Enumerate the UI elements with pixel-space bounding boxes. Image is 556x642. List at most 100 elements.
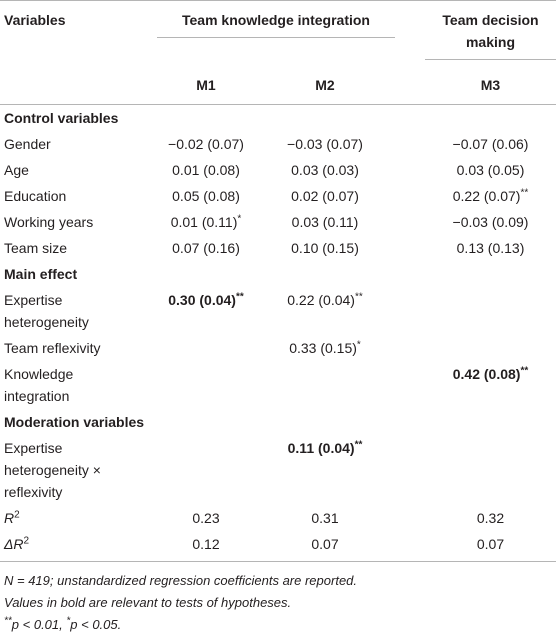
value-cell: 0.07 [425,531,556,562]
row-label-text: Working years [4,214,94,230]
model-header: M3 [425,68,556,105]
cell-value: 0.07 [311,536,339,552]
table-row: ΔR2 0.12 0.07 0.07 [0,531,556,562]
value-cell: 0.22 (0.07)** [425,183,556,209]
row-label-text: Education [4,188,67,204]
value-cell: 0.07 (0.16) [157,235,255,261]
value-cell: 0.30 (0.04)** [157,287,255,335]
cell-value: 0.31 [311,510,339,526]
note-segment: p < 0.05. [70,617,122,632]
section-label: Control variables [4,110,119,126]
table-row: Expertise heterogeneity × reflexivity 0.1… [0,435,556,505]
cell-value: −0.07 (0.06) [452,136,529,152]
table-row: Team reflexivity 0.33 (0.15)* [0,335,556,361]
row-label-text: Gender [4,136,51,152]
cell-value: 0.23 [192,510,220,526]
row-label-superscript: 2 [14,509,20,521]
model-header: M2 [255,68,395,105]
row-label: Team size [0,235,157,261]
cell-value: 0.02 (0.07) [291,188,359,204]
value-cell [157,435,255,505]
row-label: ΔR2 [0,531,157,562]
row-label-text: Expertise heterogeneity × reflexivity [4,440,101,500]
row-label: Expertise heterogeneity × reflexivity [0,435,157,505]
row-label: Gender [0,131,157,157]
value-cell: −0.07 (0.06) [425,131,556,157]
table-row: Education 0.05 (0.08) 0.02 (0.07) 0.22 (0.0… [0,183,556,209]
value-cell: −0.02 (0.07) [157,131,255,157]
cell-value: 0.03 (0.05) [456,162,525,178]
significance-stars: ** [354,291,363,303]
value-cell [157,335,255,361]
cell-value: 0.12 [192,536,220,552]
table-row: Control variables [0,105,556,132]
value-cell [157,361,255,409]
table-row: Age 0.01 (0.08) 0.03 (0.03) 0.03 (0.05) [0,157,556,183]
significance-stars: ** [520,365,529,377]
cell-value: −0.03 (0.09) [452,214,529,230]
value-cell: −0.03 (0.07) [255,131,395,157]
section-label: Moderation variables [4,414,145,430]
cell-value: 0.03 (0.03) [291,162,359,178]
row-label-symbol: R [4,510,15,526]
value-cell: 0.01 (0.08) [157,157,255,183]
value-cell: 0.03 (0.05) [425,157,556,183]
note-line: Values in bold are relevant to tests of … [4,595,292,610]
row-label-text: Team reflexivity [4,340,101,356]
value-cell: 0.32 [425,505,556,531]
header-group: Team decision making [425,0,556,68]
value-cell: 0.23 [157,505,255,531]
cell-value: 0.22 (0.04) [287,292,355,308]
table-row: R2 0.23 0.31 0.32 [0,505,556,531]
value-cell: 0.03 (0.03) [255,157,395,183]
row-label-text: R2 [4,507,134,529]
section-label: Main effect [4,266,78,282]
row-label-text: ΔR2 [4,533,134,555]
row-label: Team reflexivity [0,335,157,361]
significance-stars: * [237,213,242,225]
row-label-superscript: 2 [23,535,30,547]
header-variables: Variables [0,0,157,68]
significance-stars: ** [354,439,363,451]
spacer-cell [395,209,425,235]
table-row: Moderation variables [0,409,556,435]
cell-value: 0.22 (0.07) [452,188,521,204]
cell-value: 0.30 (0.04) [168,292,236,308]
table-row: Knowledge integration 0.42 (0.08)** [0,361,556,409]
value-cell: 0.05 (0.08) [157,183,255,209]
regression-table: Variables Team knowledge integration Tea… [0,0,556,562]
value-cell: 0.01 (0.11)* [157,209,255,235]
table-row: Working years 0.01 (0.11)* 0.03 (0.11) −0.0… [0,209,556,235]
spacer-cell [395,235,425,261]
value-cell: 0.02 (0.07) [255,183,395,209]
header-group-text: Team decision making [425,9,556,60]
value-cell: 0.12 [157,531,255,562]
cell-value: −0.02 (0.07) [168,136,244,152]
significance-stars: ** [235,291,244,303]
note-line: **p < 0.01, *p < 0.05. [4,614,552,636]
note-line: N = 419; unstandardized regression coeff… [4,573,358,588]
significance-stars: ** [520,187,529,199]
table-row: Team size 0.07 (0.16) 0.10 (0.15) 0.13 (0.1… [0,235,556,261]
value-cell: 0.22 (0.04)** [255,287,395,335]
note-segment: * [66,615,71,627]
table-row: Gender −0.02 (0.07) −0.03 (0.07) −0.07 (0.0… [0,131,556,157]
cell-value: 0.01 (0.11) [170,214,238,230]
significance-stars: * [356,339,361,351]
spacer-cell [395,183,425,209]
spacer-cell [395,287,425,335]
spacer-cell [395,435,425,505]
cell-value: 0.33 (0.15) [289,340,357,356]
row-label-text: Expertise heterogeneity [4,292,89,330]
spacer-cell [395,157,425,183]
value-cell: 0.03 (0.11) [255,209,395,235]
row-label: Expertise heterogeneity [0,287,157,335]
cell-value: 0.03 (0.11) [291,214,359,230]
spacer-cell [395,531,425,562]
value-cell [255,361,395,409]
row-label-text: Age [4,162,29,178]
value-cell: 0.11 (0.04)** [255,435,395,505]
value-cell: 0.33 (0.15)* [255,335,395,361]
value-cell: 0.10 (0.15) [255,235,395,261]
